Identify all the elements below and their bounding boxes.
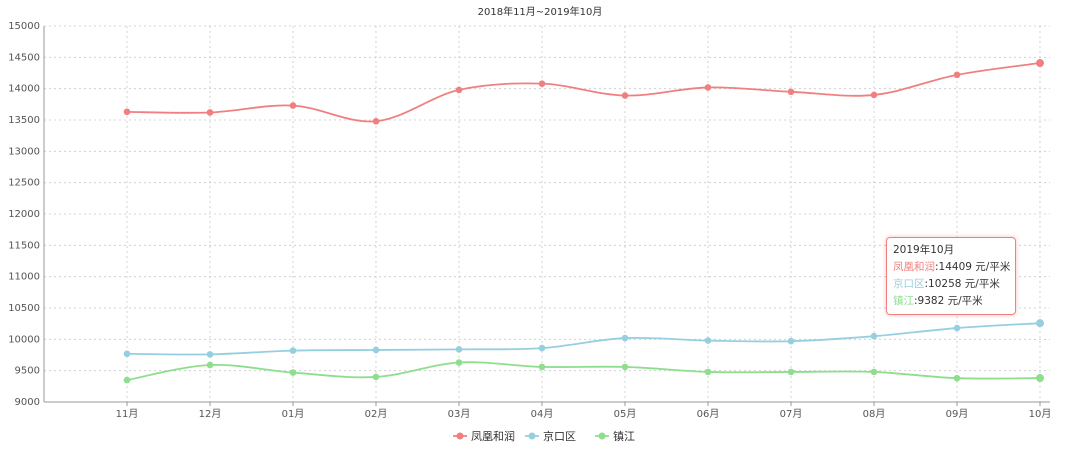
tooltip-series-name: 凤凰和润: [893, 261, 935, 273]
data-point: [704, 84, 712, 91]
y-tick-label: 13000: [8, 146, 40, 157]
x-tick-label: 08月: [863, 408, 886, 420]
data-point: [123, 376, 131, 384]
data-point: [870, 368, 878, 376]
legend-item-0[interactable]: 凤凰和润: [453, 429, 515, 443]
tooltip-series-name: 京口区: [893, 278, 925, 290]
tooltip-series-name: 镇江: [893, 295, 914, 307]
x-tick-label: 11月: [116, 408, 139, 420]
x-tick-label: 02月: [365, 408, 388, 420]
data-point: [372, 117, 380, 125]
tooltip-title: 2019年10月: [893, 244, 955, 256]
y-tick-label: 13500: [8, 115, 40, 126]
y-tick-label: 9500: [15, 366, 40, 377]
data-point: [123, 108, 131, 116]
tooltip-row-fenghuang: 凤凰和润:14409 元/平米: [893, 259, 1011, 276]
tooltip-series-value: :10258 元/平米: [924, 278, 1000, 290]
data-point: [1036, 59, 1044, 68]
chart-title: 2018年11月~2019年10月: [478, 5, 603, 18]
data-point: [538, 344, 546, 352]
y-tick-label: 11500: [8, 240, 40, 251]
data-point: [289, 347, 297, 354]
data-point: [953, 374, 961, 382]
data-point: [123, 350, 131, 358]
data-point: [704, 337, 712, 344]
data-point: [870, 332, 878, 340]
legend-label: 镇江: [613, 429, 635, 443]
data-point: [621, 92, 629, 99]
data-tooltip: 2019年10月 凤凰和润:14409 元/平米 京口区:10258 元/平米 …: [886, 237, 1016, 315]
tooltip-series-value: :14409 元/平米: [935, 261, 1011, 273]
series-line-1: [126, 322, 1041, 356]
legend-item-2[interactable]: 镇江: [595, 429, 635, 443]
y-tick-label: 12000: [8, 209, 40, 220]
data-point: [538, 363, 546, 371]
data-point: [787, 337, 795, 345]
y-tick-label: 10000: [8, 334, 40, 345]
data-point: [621, 363, 629, 371]
data-point: [455, 86, 463, 94]
y-tick-label: 10500: [8, 303, 40, 314]
legend-marker: [598, 432, 606, 440]
data-point: [1036, 319, 1044, 328]
y-tick-label: 9000: [15, 397, 40, 408]
x-tick-label: 01月: [282, 408, 305, 420]
data-point: [206, 361, 214, 369]
legend-marker: [456, 432, 464, 440]
data-point: [206, 351, 214, 358]
data-point: [372, 346, 380, 354]
data-point: [538, 80, 546, 87]
legend-marker: [528, 432, 536, 440]
data-point: [787, 368, 795, 376]
data-point: [787, 88, 795, 96]
legend-label: 凤凰和润: [471, 429, 515, 443]
legend[interactable]: 凤凰和润 京口区 镇江: [453, 429, 635, 443]
x-tick-label: 04月: [531, 408, 554, 420]
legend-label: 京口区: [543, 429, 576, 443]
data-point: [455, 359, 463, 366]
data-point: [372, 373, 380, 381]
legend-item-1[interactable]: 京口区: [525, 429, 576, 443]
y-tick-label: 11000: [8, 272, 40, 283]
x-tick-label: 07月: [780, 408, 803, 420]
x-tick-label: 09月: [946, 408, 969, 420]
data-point: [289, 369, 297, 376]
tooltip-row-jingkou: 京口区:10258 元/平米: [893, 276, 1009, 293]
series-line-0: [126, 62, 1041, 123]
data-point: [621, 334, 629, 342]
data-point: [953, 71, 961, 79]
y-tick-label: 14000: [8, 84, 40, 95]
data-point: [206, 109, 214, 116]
y-tick-label: 14500: [8, 52, 40, 63]
y-tick-label: 15000: [8, 21, 40, 32]
x-tick-label: 10月: [1029, 408, 1052, 420]
y-tick-label: 12500: [8, 178, 40, 189]
data-point: [704, 368, 712, 376]
data-point: [953, 324, 961, 332]
series-layer: [123, 59, 1044, 384]
grid-layer: [44, 25, 1050, 402]
tooltip-series-value: :9382 元/平米: [914, 295, 983, 307]
x-tick-label: 12月: [199, 408, 222, 420]
data-point: [455, 346, 463, 353]
data-point: [289, 102, 297, 109]
x-tick-label: 03月: [448, 408, 471, 420]
axis-layer: 9000 9500 10000 10500 11000 11500 12000 12500 13…: [8, 21, 1051, 420]
series-line-2: [126, 361, 1041, 381]
data-point: [870, 91, 878, 99]
x-tick-label: 06月: [697, 408, 720, 420]
x-tick-label: 05月: [614, 408, 637, 420]
tooltip-row-zhenjiang: 镇江:9382 元/平米: [893, 293, 1009, 310]
data-point: [1036, 374, 1044, 383]
